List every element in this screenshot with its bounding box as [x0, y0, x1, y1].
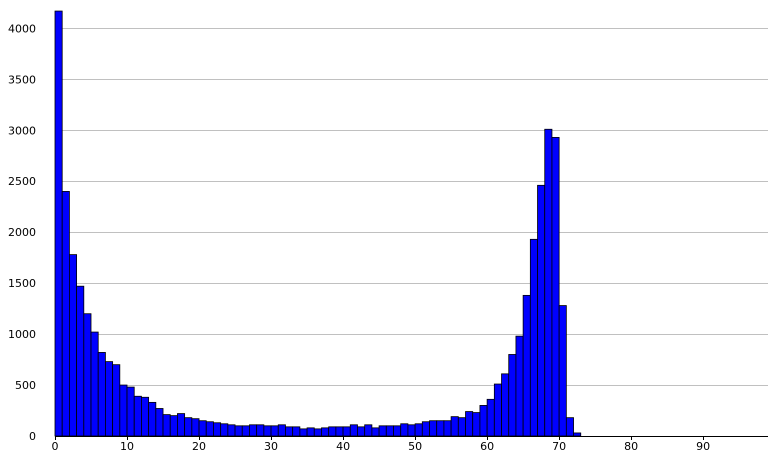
x-tick-label: 90	[696, 440, 710, 451]
histogram-bar	[544, 128, 553, 437]
x-tick-label: 30	[264, 440, 278, 451]
histogram-bar	[126, 386, 135, 437]
y-tick-label: 0	[29, 430, 36, 443]
histogram-bar	[501, 373, 510, 437]
x-tick-label: 0	[52, 440, 59, 451]
histogram-bar	[119, 384, 128, 437]
histogram-bar	[529, 238, 538, 437]
bars	[54, 10, 582, 437]
y-tick-labels: 0 500 1000 1500 2000 2500 3000 3500 4000	[8, 22, 36, 443]
histogram-bar	[479, 405, 488, 437]
histogram-bar	[90, 331, 99, 437]
histogram-bar	[573, 432, 582, 437]
x-tick-label: 60	[480, 440, 494, 451]
histogram-bar	[277, 424, 286, 437]
histogram-bar	[198, 420, 207, 437]
x-tick-label: 80	[624, 440, 638, 451]
histogram-bar	[227, 424, 236, 437]
histogram-bar	[97, 352, 106, 437]
histogram-bar	[443, 420, 452, 437]
histogram-bar	[241, 425, 250, 437]
histogram-bar	[306, 427, 315, 437]
histogram-bar	[342, 426, 351, 437]
histogram-bar	[457, 417, 466, 437]
histogram-bar	[551, 137, 560, 437]
histogram-bar	[414, 423, 423, 437]
histogram-bar	[234, 425, 243, 437]
histogram-bar	[220, 423, 229, 437]
y-tick-label: 2500	[8, 175, 36, 188]
x-tick-labels: 0 10 20 30 40 50 60 70 80 90	[52, 440, 711, 451]
histogram-bar	[349, 424, 358, 437]
histogram-bar	[537, 184, 546, 437]
histogram-bar	[299, 428, 308, 437]
histogram-bar	[256, 424, 265, 437]
histogram-bar	[565, 417, 574, 437]
x-tick-label: 10	[120, 440, 134, 451]
y-tick-label: 1500	[8, 277, 36, 290]
y-tick-label: 3000	[8, 124, 36, 137]
histogram-bar	[313, 428, 322, 437]
histogram-bar	[335, 426, 344, 437]
histogram-bar	[378, 425, 387, 437]
histogram-bar	[76, 285, 85, 437]
histogram-bar	[465, 411, 474, 437]
x-tick-label: 50	[408, 440, 422, 451]
histogram-bar	[407, 424, 416, 437]
histogram-bar	[486, 398, 495, 437]
y-tick-label: 1000	[8, 328, 36, 341]
histogram-bar	[162, 414, 171, 437]
histogram-bar	[184, 417, 193, 437]
histogram-bar	[169, 415, 178, 437]
histogram-bar	[522, 294, 531, 437]
histogram-bar	[450, 416, 459, 437]
histogram-bar	[263, 425, 272, 437]
histogram-bar	[515, 335, 524, 437]
histogram-bar	[61, 191, 70, 437]
histogram-bar	[508, 354, 517, 437]
histogram-bar	[328, 426, 337, 437]
histogram-bar	[357, 426, 366, 437]
histogram-bar	[141, 396, 150, 437]
histogram-bar	[285, 426, 294, 437]
grid-lines	[55, 28, 768, 386]
histogram-bar	[436, 420, 445, 437]
histogram-bar	[321, 427, 330, 437]
histogram-bar	[191, 418, 200, 437]
histogram-bar	[393, 425, 402, 437]
histogram-bar	[493, 383, 502, 437]
histogram-bar	[292, 426, 301, 437]
histogram-bar	[177, 413, 186, 437]
histogram-bar	[133, 395, 142, 437]
histogram-bar	[385, 425, 394, 437]
histogram-bar	[69, 254, 78, 437]
histogram-bar	[54, 10, 63, 437]
histogram-bar	[112, 364, 121, 437]
histogram-bar	[421, 421, 430, 437]
histogram-bar	[371, 427, 380, 437]
y-tick-label: 3500	[8, 73, 36, 86]
y-tick-label: 2000	[8, 226, 36, 239]
histogram-bar	[472, 412, 481, 437]
histogram-bar	[429, 420, 438, 437]
histogram-bar	[148, 401, 157, 437]
x-tick-label: 20	[192, 440, 206, 451]
histogram-bar	[213, 422, 222, 437]
histogram-bar	[83, 313, 92, 437]
axes	[55, 436, 768, 440]
histogram-bar	[270, 425, 279, 437]
histogram-bar	[155, 408, 164, 437]
histogram-bar	[558, 305, 567, 437]
histogram-bar	[249, 424, 258, 437]
x-tick-label: 40	[336, 440, 350, 451]
histogram-bar	[205, 421, 214, 437]
y-tick-label: 500	[15, 379, 36, 392]
histogram-bar	[105, 361, 114, 437]
histogram-bar	[364, 424, 373, 437]
histogram-bar	[400, 423, 409, 437]
y-tick-label: 4000	[8, 22, 36, 35]
x-tick-label: 70	[552, 440, 566, 451]
